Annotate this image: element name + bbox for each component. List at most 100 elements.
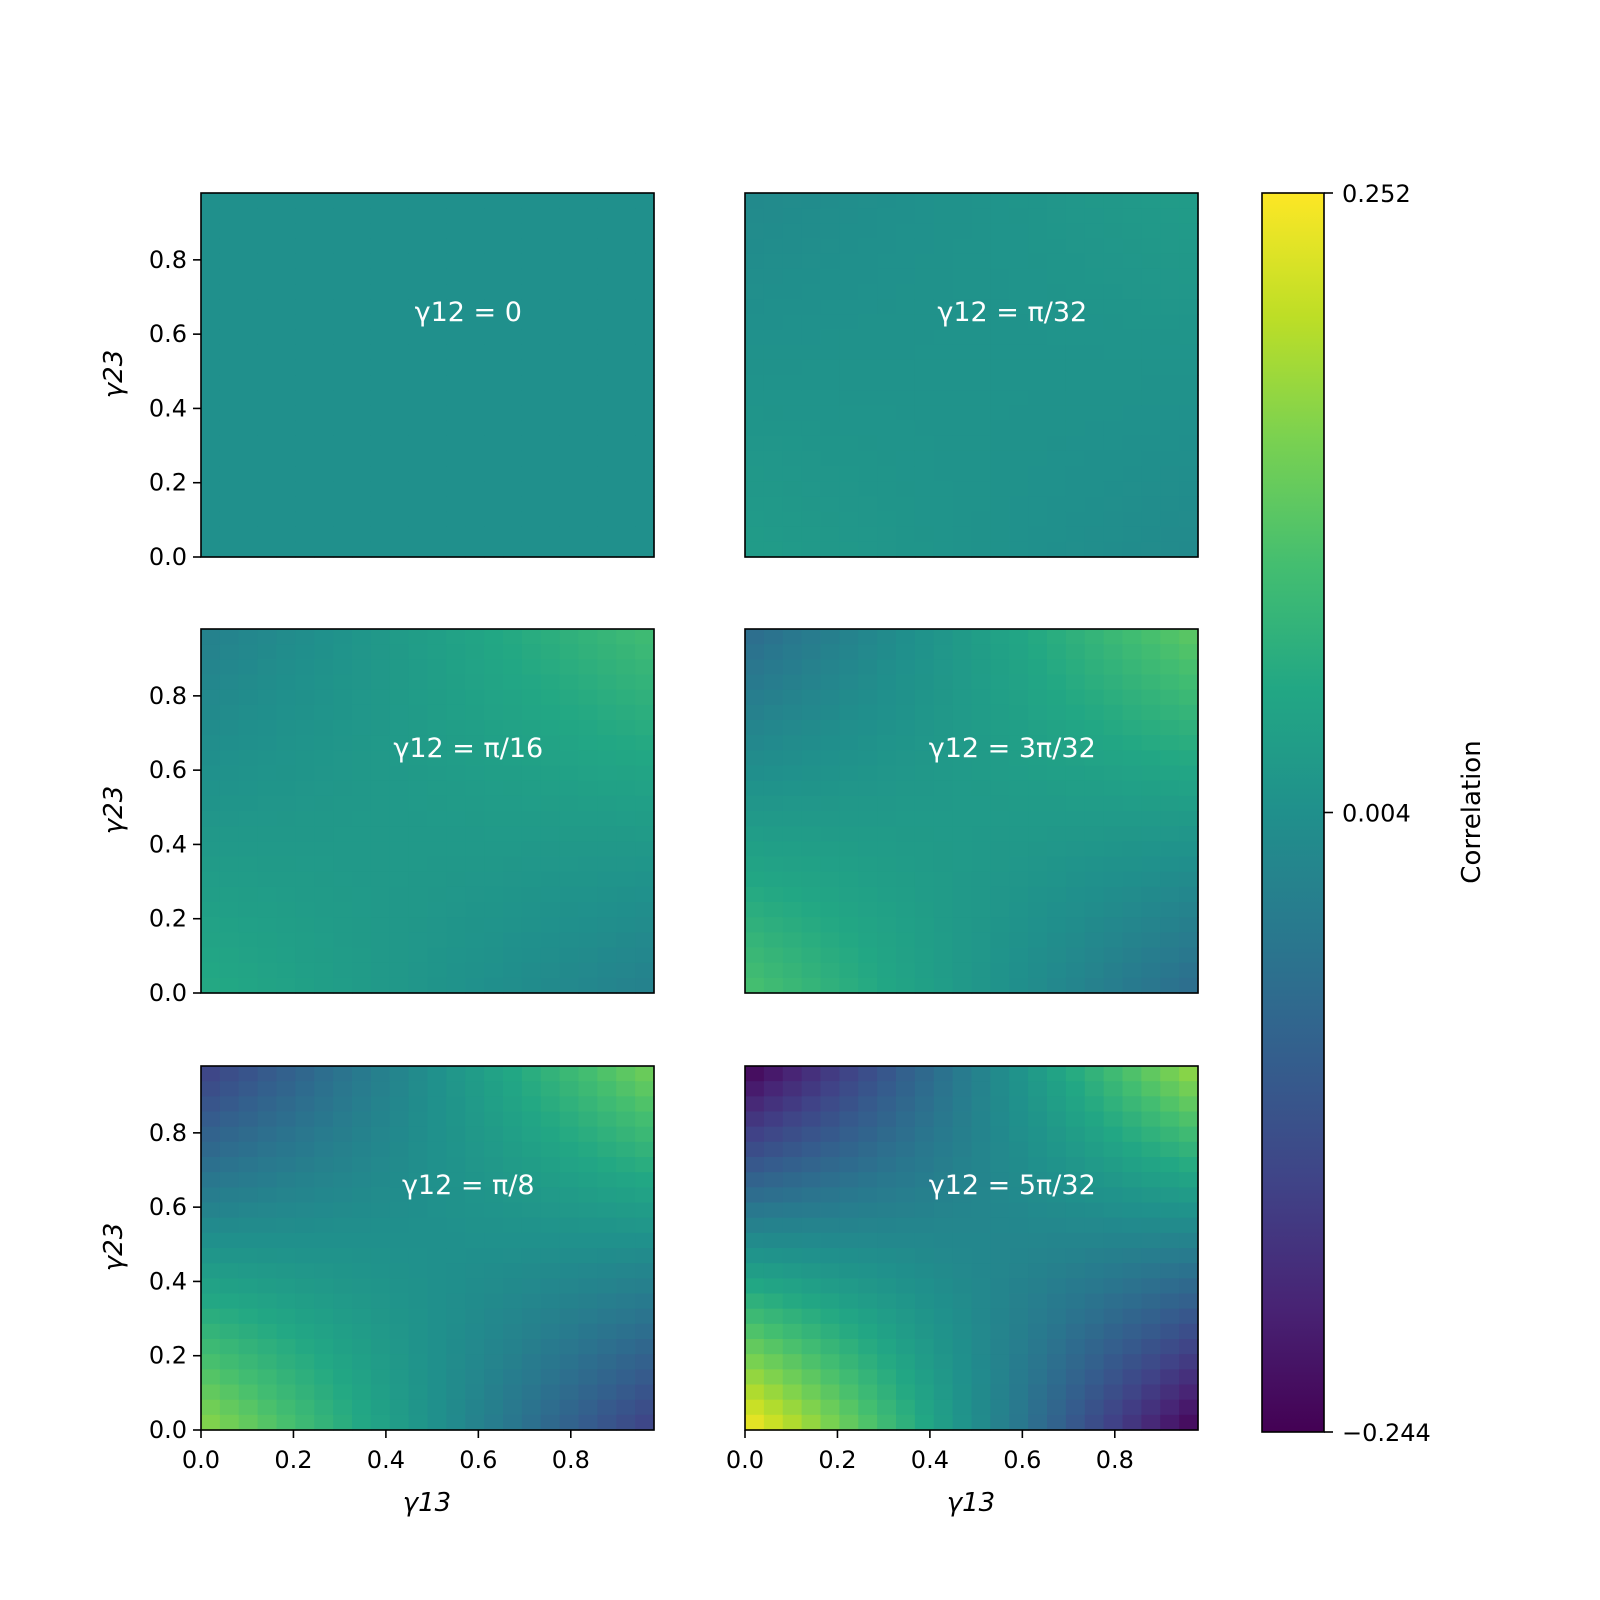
heatmap-cell: [540, 284, 561, 300]
heatmap-cell: [465, 917, 485, 933]
heatmap-cell: [763, 1414, 784, 1431]
heatmap-cell: [559, 1157, 580, 1173]
heatmap-cell: [990, 1172, 1010, 1188]
heatmap-cell: [578, 659, 598, 676]
heatmap-cell: [427, 1384, 447, 1401]
heatmap-cell: [201, 1278, 221, 1295]
heatmap-cell: [877, 1126, 897, 1143]
heatmap-cell: [933, 1081, 954, 1097]
heatmap-cell: [839, 481, 859, 497]
heatmap-cell: [314, 1157, 334, 1173]
heatmap-cell: [971, 1399, 991, 1416]
heatmap-cell: [952, 253, 973, 270]
heatmap-cell: [521, 253, 542, 270]
heatmap-cell: [408, 780, 429, 797]
heatmap-cell: [597, 284, 617, 300]
heatmap-cell: [370, 238, 391, 255]
heatmap-cell: [839, 1293, 859, 1310]
heatmap-cell: [763, 390, 784, 406]
heatmap-cell: [1141, 1384, 1161, 1401]
heatmap-cell: [314, 344, 334, 361]
heatmap-cell: [540, 450, 561, 467]
heatmap-cell: [1009, 1187, 1029, 1204]
heatmap-cell: [1009, 644, 1029, 660]
heatmap-cell: [540, 1399, 561, 1416]
heatmap-cell: [1179, 329, 1199, 346]
heatmap-cell: [839, 1232, 859, 1249]
heatmap-cell: [1160, 674, 1180, 691]
heatmap-cell: [276, 674, 296, 691]
heatmap-cell: [370, 496, 391, 513]
heatmap-cell: [801, 765, 822, 782]
heatmap-cell: [276, 299, 296, 315]
heatmap-cell: [877, 977, 897, 994]
heatmap-cell: [1009, 1323, 1029, 1340]
heatmap-cell: [333, 856, 353, 873]
heatmap-cell: [352, 780, 372, 797]
heatmap-cell: [952, 1232, 973, 1249]
heatmap-cell: [219, 511, 240, 528]
heatmap-cell: [1084, 268, 1105, 285]
heatmap-cell: [971, 1081, 991, 1097]
heatmap-cell: [503, 826, 523, 842]
heatmap-cell: [503, 496, 523, 513]
heatmap-cell: [465, 541, 485, 558]
heatmap-cell: [820, 390, 840, 406]
heatmap-cell: [971, 390, 991, 406]
heatmap-cell: [333, 689, 353, 706]
heatmap-cell: [465, 1217, 485, 1234]
heatmap-cell: [896, 750, 916, 767]
heatmap-cell: [352, 390, 372, 406]
heatmap-cell: [578, 811, 598, 827]
heatmap-cell: [635, 329, 655, 346]
heatmap-cell: [597, 1263, 617, 1279]
heatmap-cell: [858, 674, 878, 691]
heatmap-cell: [1141, 541, 1161, 558]
heatmap-cell: [839, 826, 859, 842]
heatmap-cell: [616, 1384, 636, 1401]
heatmap-cell: [597, 917, 617, 933]
heatmap-cell: [389, 659, 410, 676]
heatmap-cell: [820, 947, 840, 964]
heatmap-cell: [1084, 1217, 1105, 1234]
heatmap-cell: [352, 541, 372, 558]
heatmap-cell: [389, 1066, 410, 1082]
heatmap-cell: [578, 405, 598, 422]
heatmap-cell: [914, 1217, 935, 1234]
heatmap-cell: [276, 1354, 296, 1370]
heatmap-cell: [877, 811, 897, 827]
heatmap-cell: [1141, 193, 1161, 209]
heatmap-cell: [597, 704, 617, 721]
heatmap-cell: [352, 1369, 372, 1386]
heatmap-cell: [1103, 1202, 1124, 1219]
heatmap-cell: [801, 1126, 822, 1143]
heatmap-cell: [877, 496, 897, 513]
heatmap-cell: [295, 496, 315, 513]
heatmap-cell: [1141, 1308, 1161, 1325]
heatmap-cell: [389, 811, 410, 827]
heatmap-cell: [257, 1263, 278, 1279]
heatmap-cell: [933, 1414, 954, 1431]
heatmap-cell: [446, 644, 466, 660]
heatmap-cell: [896, 314, 916, 331]
heatmap-cell: [1028, 1369, 1048, 1386]
heatmap-cell: [219, 1066, 240, 1082]
heatmap-cell: [238, 511, 259, 528]
heatmap-cell: [276, 1369, 296, 1386]
heatmap-cell: [1103, 1384, 1124, 1401]
heatmap-cell: [1065, 526, 1086, 543]
heatmap-cell: [465, 1414, 485, 1431]
heatmap-cell: [990, 238, 1010, 255]
heatmap-cell: [877, 268, 897, 285]
heatmap-cell: [1009, 704, 1029, 721]
heatmap-cell: [971, 856, 991, 873]
heatmap-cell: [333, 1141, 353, 1158]
heatmap-cell: [597, 1141, 617, 1158]
heatmap-cell: [952, 1354, 973, 1370]
heatmap-cell: [782, 481, 803, 497]
heatmap-cell: [990, 1232, 1010, 1249]
heatmap-cell: [201, 659, 221, 676]
heatmap-cell: [1122, 644, 1142, 660]
heatmap-cell: [801, 1339, 822, 1355]
heatmap-cell: [1028, 268, 1048, 285]
